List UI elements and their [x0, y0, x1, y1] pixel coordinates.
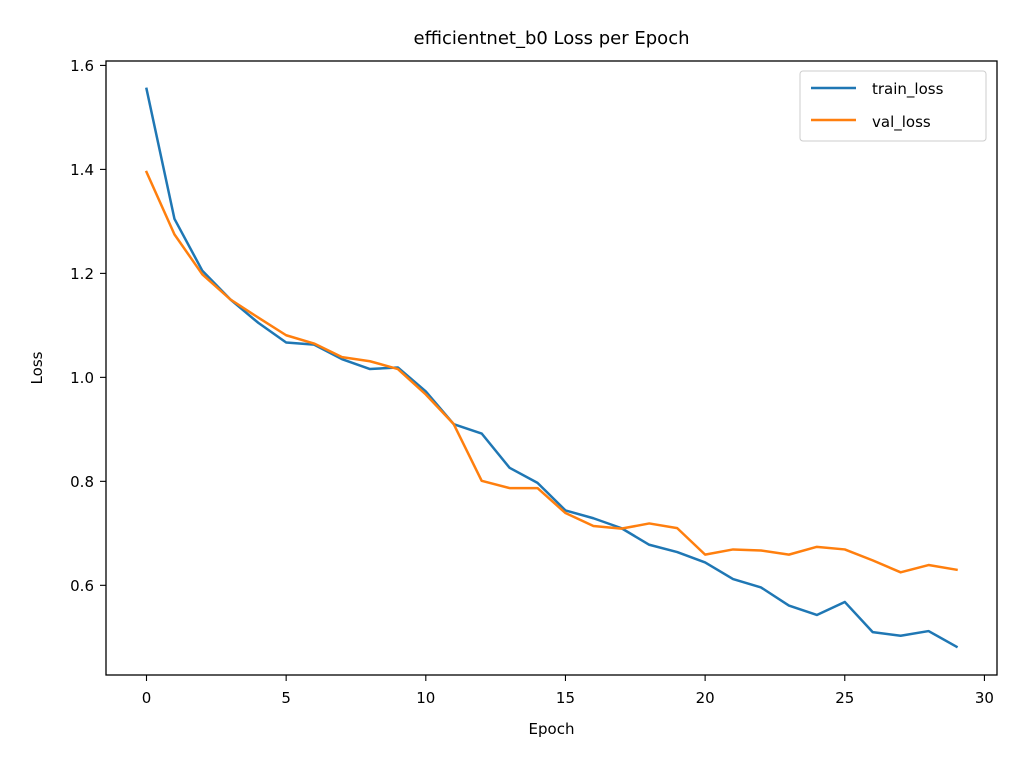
legend-label-train-loss: train_loss [872, 80, 944, 99]
legend: train_loss val_loss [799, 70, 987, 142]
series-line-val-loss [144, 170, 958, 574]
legend-label-val-loss: val_loss [872, 113, 931, 132]
y-tick-label: 0.8 [70, 473, 94, 491]
x-tick-label: 30 [975, 689, 994, 707]
x-tick-label: 5 [281, 689, 291, 707]
x-tick-label: 0 [142, 689, 152, 707]
x-tick-label: 25 [835, 689, 854, 707]
chart-title: efficientnet_b0 Loss per Epoch [414, 28, 690, 49]
y-tick-label: 0.6 [70, 577, 94, 595]
series-layer [144, 87, 959, 649]
x-tick-label: 10 [416, 689, 435, 707]
x-tick-label: 15 [556, 689, 575, 707]
x-axis: 0 5 10 15 20 25 30 [142, 675, 994, 707]
y-axis: 0.6 0.8 1.0 1.2 1.4 1.6 [70, 57, 106, 595]
y-tick-label: 1.4 [70, 161, 94, 179]
x-axis-label: Epoch [529, 720, 575, 738]
x-tick-label: 20 [696, 689, 715, 707]
y-tick-label: 1.0 [70, 369, 94, 387]
y-axis-label: Loss [28, 351, 46, 384]
y-tick-label: 1.2 [70, 265, 94, 283]
axes-frame [105, 60, 998, 676]
series-line-train-loss [145, 87, 959, 649]
plot-area [105, 60, 998, 676]
y-tick-label: 1.6 [70, 57, 94, 75]
